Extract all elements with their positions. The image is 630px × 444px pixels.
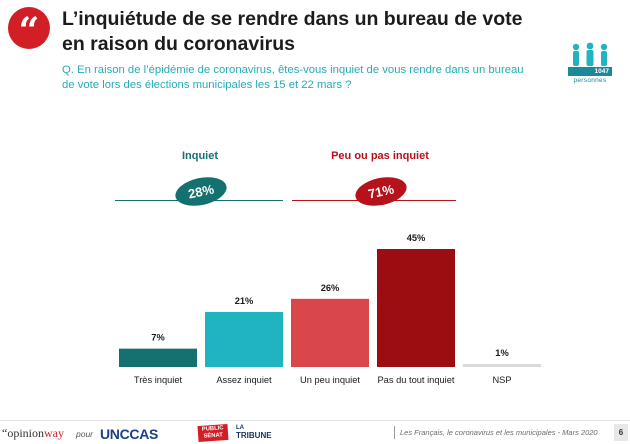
sample-unit: personnes [573, 77, 607, 84]
category-label-2: Assez inquiet [216, 375, 272, 385]
footer-source: Les Français, le coronavirus et les muni… [400, 428, 598, 437]
quote-badge-icon: “ [8, 7, 50, 52]
category-label-3: Un peu inquiet [300, 375, 360, 385]
slide-title: L’inquiétude de se rendre dans un bureau… [62, 8, 523, 55]
page-number: 6 [614, 424, 628, 441]
group-label-peu-ou-pas: Peu ou pas inquiet [331, 150, 429, 162]
value-label-3: 26% [321, 283, 340, 293]
pour-text: pour [76, 429, 94, 439]
category-label-4: Pas du tout inquiet [377, 375, 454, 385]
opinionway-logo: “opinionway [2, 426, 64, 440]
bar-4 [377, 249, 455, 367]
public-senat-logo: PUBLIC SÉNAT [197, 423, 229, 443]
bar-2 [205, 311, 283, 367]
value-label-2: 21% [235, 296, 254, 306]
bar-3 [291, 298, 369, 367]
la-tribune-logo: LA TRIBUNE [236, 425, 272, 440]
question-text: Q. En raison de l’épidémie de coronaviru… [62, 64, 524, 91]
value-label-1: 7% [151, 333, 165, 343]
value-label-5: 1% [495, 348, 509, 358]
category-label-1: Très inquiet [134, 375, 183, 385]
unccas-logo: UNCCAS [100, 426, 159, 442]
bar-1 [119, 348, 197, 367]
category-label-5: NSP [492, 375, 511, 385]
bar-5 [463, 364, 541, 367]
footer-separator [394, 426, 395, 439]
people-icon [568, 42, 612, 76]
group-label-inquiet: Inquiet [181, 150, 219, 162]
value-label-4: 45% [407, 233, 426, 243]
footer: “opinionway pour UNCCAS PUBLIC SÉNAT LA TR… [0, 420, 630, 444]
sample-count: 1047 [594, 68, 609, 75]
